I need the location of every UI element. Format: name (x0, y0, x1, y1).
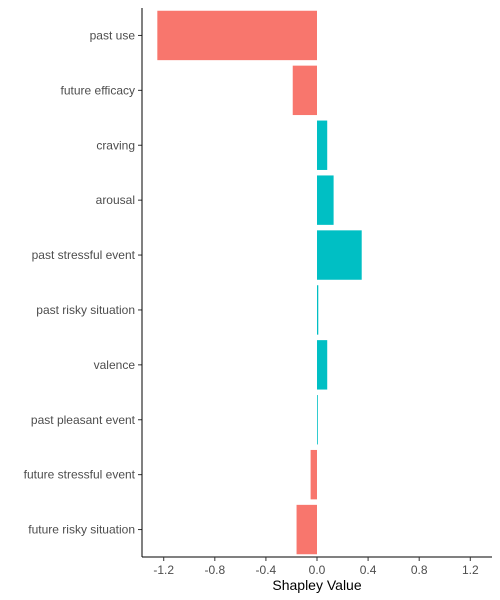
category-label: valence (94, 358, 136, 372)
x-axis: -1.2 -0.8 -0.4 0.0 0.4 0.8 1.2 (142, 556, 492, 577)
x-tick-label: 1.2 (462, 563, 479, 577)
x-tick-label: -1.2 (153, 563, 174, 577)
bar-past-stressful-event (317, 230, 362, 280)
bar-past-pleasant-event (317, 395, 318, 445)
bar-future-risky-situation (296, 504, 317, 555)
x-tick-label: -0.4 (256, 563, 277, 577)
bar-past-risky-situation (317, 285, 319, 335)
x-tick-label: 0.4 (360, 563, 377, 577)
bar-past-use (157, 10, 317, 61)
y-axis: past use future efficacy craving arousal pas… (24, 8, 143, 557)
x-tick-label: 0.8 (411, 563, 428, 577)
category-label: future stressful event (24, 468, 136, 482)
bar-craving (317, 120, 328, 170)
category-label: past stressful event (32, 248, 136, 262)
x-tick-label: -0.8 (204, 563, 225, 577)
bar-future-stressful-event (310, 449, 317, 500)
bar-valence (317, 340, 328, 390)
category-label: past pleasant event (31, 413, 136, 427)
bar-arousal (317, 175, 334, 225)
bar-future-efficacy (292, 65, 317, 116)
x-axis-title: Shapley Value (272, 577, 361, 593)
category-label: arousal (96, 193, 135, 207)
category-label: future efficacy (61, 83, 135, 97)
category-label: past use (90, 28, 136, 42)
category-label: past risky situation (36, 303, 135, 317)
category-label: future risky situation (28, 523, 135, 537)
bars-group (157, 10, 362, 555)
x-tick-label: 0.0 (309, 563, 326, 577)
category-label: craving (96, 138, 135, 152)
